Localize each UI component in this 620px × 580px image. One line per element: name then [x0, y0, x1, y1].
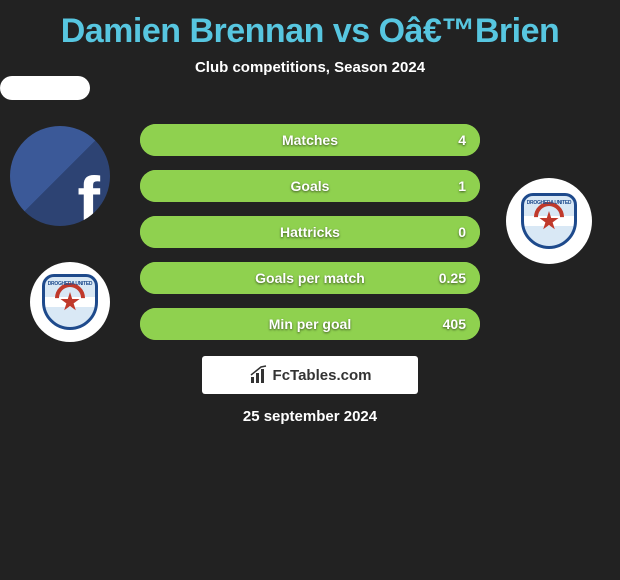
stat-label: Goals	[140, 170, 480, 202]
player1-club-badge: DROGHEDA UNITED	[30, 262, 110, 342]
stat-value: 4	[458, 124, 466, 156]
brand-card[interactable]: FcTables.com	[202, 356, 418, 394]
date-text: 25 september 2024	[0, 408, 620, 425]
brand-text: FcTables.com	[273, 367, 372, 384]
club-badge-text-2: DROGHEDA UNITED	[524, 200, 574, 206]
player1-name: Damien Brennan	[61, 12, 324, 50]
vs-text: vs	[333, 12, 370, 50]
player2-avatar	[0, 76, 90, 100]
stat-value: 1	[458, 170, 466, 202]
player2-name: Oâ€™Brien	[379, 12, 560, 50]
stats-table: Matches 4 Goals 1 Hattricks 0 Goals per …	[140, 124, 480, 354]
subtitle: Club competitions, Season 2024	[0, 59, 620, 76]
stat-row: Min per goal 405	[140, 308, 480, 340]
facebook-icon: f	[77, 162, 100, 226]
stat-row: Goals 1	[140, 170, 480, 202]
player1-avatar: f	[10, 126, 110, 226]
stat-label: Min per goal	[140, 308, 480, 340]
bar-chart-icon	[249, 365, 269, 385]
stat-label: Hattricks	[140, 216, 480, 248]
stat-row: Matches 4	[140, 124, 480, 156]
stat-row: Hattricks 0	[140, 216, 480, 248]
stat-label: Matches	[140, 124, 480, 156]
stat-value: 405	[443, 308, 466, 340]
page-title: Damien Brennan vs Oâ€™Brien	[0, 0, 620, 51]
stat-label: Goals per match	[140, 262, 480, 294]
stat-value: 0	[458, 216, 466, 248]
stat-row: Goals per match 0.25	[140, 262, 480, 294]
club-badge-text: DROGHEDA UNITED	[45, 281, 95, 287]
stat-value: 0.25	[439, 262, 466, 294]
player2-club-badge: DROGHEDA UNITED	[506, 178, 592, 264]
